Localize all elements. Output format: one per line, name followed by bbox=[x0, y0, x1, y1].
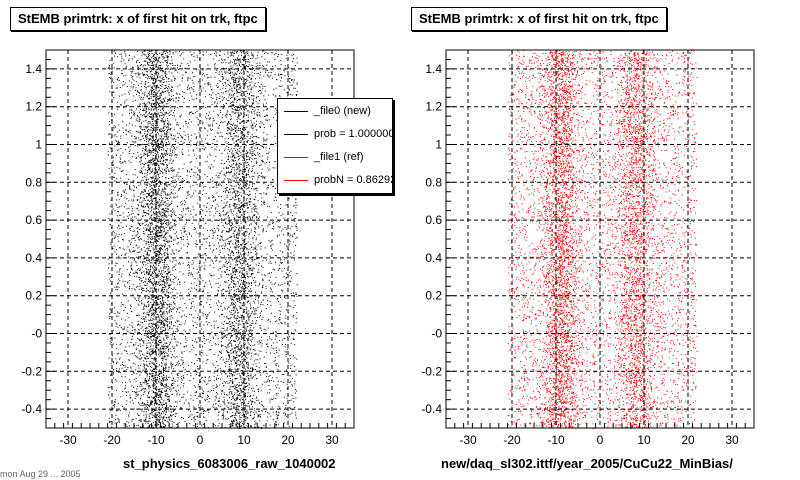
y-tick-label: 0.4 bbox=[425, 251, 442, 265]
x-tick-label: 30 bbox=[325, 433, 339, 447]
x-tick-label: 10 bbox=[237, 433, 251, 447]
y-tick-label: -0.4 bbox=[21, 402, 42, 416]
x-tick-label: -20 bbox=[103, 433, 121, 447]
left-plot-title: StEMB primtrk: x of first hit on trk, ft… bbox=[10, 7, 266, 31]
y-tick-label: -0 bbox=[431, 327, 442, 341]
y-tick-label: 1.2 bbox=[25, 100, 42, 114]
right-x-axis-label: new/daq_sl302.ittf/year_2005/CuCu22_MinB… bbox=[441, 456, 733, 471]
y-tick-label: -0.2 bbox=[21, 364, 42, 378]
right-scatter-plot: -30 -20 -10 0 10 20 30 -0.4 -0.2 -0 0.2 0.4 0.6 0.8 1 1… bbox=[421, 49, 755, 447]
y-tick-label: 1 bbox=[435, 138, 442, 152]
right-plot-pad: StEMB primtrk: x of first hit on trk, ft… bbox=[400, 0, 800, 480]
y-tick-label: -0.2 bbox=[421, 364, 442, 378]
y-tick-label: 0.6 bbox=[425, 213, 442, 227]
scatter-points bbox=[107, 50, 298, 429]
x-tick-label: -10 bbox=[547, 433, 565, 447]
legend-swatch-probn bbox=[284, 180, 308, 181]
x-tick-label: -30 bbox=[459, 433, 477, 447]
x-tick-label: -30 bbox=[59, 433, 77, 447]
legend-box[interactable]: _file0 (new) prob = 1.000000 _file1 (ref… bbox=[277, 98, 393, 194]
legend-label-file0: _file0 (new) bbox=[314, 105, 371, 117]
y-tick-label: -0.4 bbox=[421, 402, 442, 416]
x-tick-label: 20 bbox=[681, 433, 695, 447]
y-tick-label: 1 bbox=[35, 138, 42, 152]
y-tick-label: 0.6 bbox=[25, 213, 42, 227]
x-tick-label: -20 bbox=[503, 433, 521, 447]
x-tick-label: 0 bbox=[597, 433, 604, 447]
x-tick-label: 30 bbox=[725, 433, 739, 447]
legend-swatch-file0 bbox=[284, 111, 308, 112]
y-tick-label: 0.4 bbox=[25, 251, 42, 265]
left-plot-pad: StEMB primtrk: x of first hit on trk, ft… bbox=[10, 7, 393, 471]
x-tick-label: 0 bbox=[197, 433, 204, 447]
right-plot-title: StEMB primtrk: x of first hit on trk, ft… bbox=[411, 7, 667, 31]
left-scatter-plot: -30 -20 -10 0 10 20 30 -0.4 -0.2 -0 0.2 0.4 0.6 0.8 1 1… bbox=[21, 49, 355, 447]
y-tick-label: 0.8 bbox=[25, 175, 42, 189]
y-tick-label: 1.4 bbox=[425, 62, 442, 76]
y-tick-label: 0.8 bbox=[425, 175, 442, 189]
y-tick-label: 1.2 bbox=[425, 100, 442, 114]
legend-label-file1: _file1 (ref) bbox=[314, 151, 364, 163]
y-tick-label: 1.4 bbox=[25, 62, 42, 76]
left-x-axis-label: st_physics_6083006_raw_1040002 bbox=[123, 456, 336, 471]
y-tick-label: 0.2 bbox=[425, 289, 442, 303]
legend-label-prob: prob = 1.000000 bbox=[314, 128, 393, 140]
footer-timestamp: mon Aug 29 ... 2005 bbox=[0, 469, 81, 479]
x-tick-label: -10 bbox=[147, 433, 165, 447]
legend-swatch-prob bbox=[284, 134, 308, 135]
x-tick-label: 10 bbox=[637, 433, 651, 447]
x-tick-label: 20 bbox=[281, 433, 295, 447]
legend-label-probn: probN = 0.862925 bbox=[314, 174, 392, 186]
y-tick-label: -0 bbox=[31, 327, 42, 341]
legend-swatch-file1 bbox=[284, 157, 308, 158]
y-tick-label: 0.2 bbox=[25, 289, 42, 303]
